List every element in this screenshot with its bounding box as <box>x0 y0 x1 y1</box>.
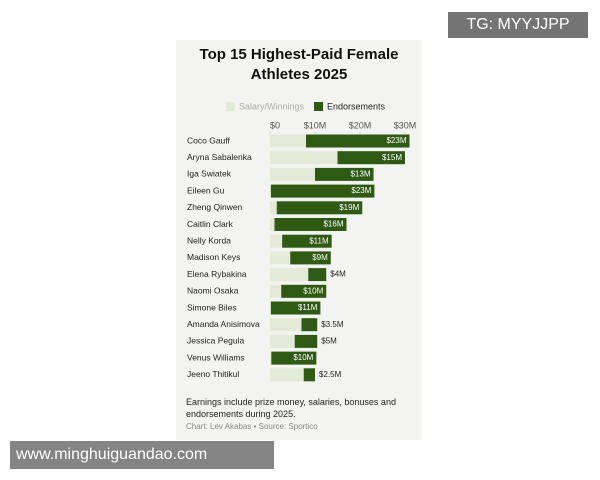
watermark: TG: MYYJJPP <box>448 12 588 38</box>
value-label: $11M <box>309 236 329 245</box>
bar-segment <box>270 351 272 365</box>
bar-segment <box>270 184 271 198</box>
bar-segment <box>315 167 374 181</box>
category-label: Eileen Gu <box>187 185 225 195</box>
bar-segment <box>270 301 321 315</box>
bar-segment <box>270 301 271 315</box>
category-label: Naomi Osaka <box>187 286 239 296</box>
bar-segment <box>281 284 327 298</box>
x-tick-label: $0 <box>270 120 280 130</box>
watermark: www.minghuiguandao.com <box>10 441 274 469</box>
category-label: Jeeno Thitikul <box>187 369 239 379</box>
category-label: Iga Swiatek <box>187 169 232 179</box>
bar-segment <box>270 218 275 231</box>
category-label: Amanda Anisimova <box>187 319 260 329</box>
bar-segment <box>290 251 331 265</box>
bar-segment <box>270 184 375 198</box>
bar-segment <box>271 351 317 365</box>
category-label: Jessica Pegula <box>187 336 244 346</box>
bar-segment <box>270 318 302 332</box>
bar-segment <box>294 334 318 348</box>
category-label: Aryna Sabalenka <box>187 152 252 162</box>
bar-segment <box>276 201 363 215</box>
bar-segment <box>308 268 327 282</box>
value-label: $15M <box>382 153 402 162</box>
legend-label: Endorsements <box>327 101 386 111</box>
value-label: $9M <box>312 253 328 262</box>
legend-swatch <box>226 102 235 111</box>
bar-segment <box>270 151 338 165</box>
value-label: $10M <box>303 286 323 295</box>
category-label: Zheng Qinwen <box>187 202 243 212</box>
bar-segment <box>301 318 318 332</box>
bar-segment <box>282 234 332 248</box>
value-label: $3.5M <box>321 320 344 329</box>
category-label: Coco Gauff <box>187 135 230 145</box>
value-label: $16M <box>323 220 343 229</box>
bar-segment <box>270 167 315 181</box>
value-label: $11M <box>298 303 318 312</box>
bar-segment <box>270 251 291 265</box>
value-label: $13M <box>350 170 370 179</box>
category-label: Caitlin Clark <box>187 219 234 229</box>
x-tick-label: $30M <box>394 120 417 130</box>
bar-segment <box>270 234 283 248</box>
value-label: $4M <box>330 270 346 279</box>
category-label: Simone Biles <box>187 302 237 312</box>
source: Chart: Lev Akabas • Source: Sportico <box>186 422 318 431</box>
category-label: Elena Rybakina <box>187 269 247 279</box>
category-label: Madison Keys <box>187 252 240 262</box>
category-label: Venus Williams <box>187 352 245 362</box>
category-label: Nelly Korda <box>187 235 231 245</box>
bar-segment <box>270 368 304 382</box>
note: Earnings include prize money, salaries, … <box>186 397 396 419</box>
bar-segment <box>303 368 315 382</box>
bar-segment <box>337 151 405 165</box>
legend-label: Salary/Winnings <box>239 101 305 111</box>
chart-title: Top 15 Highest-Paid Female Athletes 2025 <box>200 46 399 83</box>
value-label: $23M <box>351 186 371 195</box>
x-tick-label: $20M <box>349 120 372 130</box>
value-label: $2.5M <box>319 370 342 379</box>
bar-segment <box>270 334 295 348</box>
value-label: $5M <box>321 337 337 346</box>
value-label: $10M <box>293 353 313 362</box>
bar-segment <box>270 268 309 282</box>
bar-segment <box>270 201 277 215</box>
bar-segment <box>270 134 306 148</box>
value-label: $19M <box>339 203 359 212</box>
legend-swatch <box>314 102 324 111</box>
bar-segment <box>306 134 410 148</box>
bar-segment <box>274 218 347 231</box>
value-label: $23M <box>386 136 406 145</box>
x-tick-label: $10M <box>304 120 327 130</box>
bar-segment <box>270 284 282 298</box>
